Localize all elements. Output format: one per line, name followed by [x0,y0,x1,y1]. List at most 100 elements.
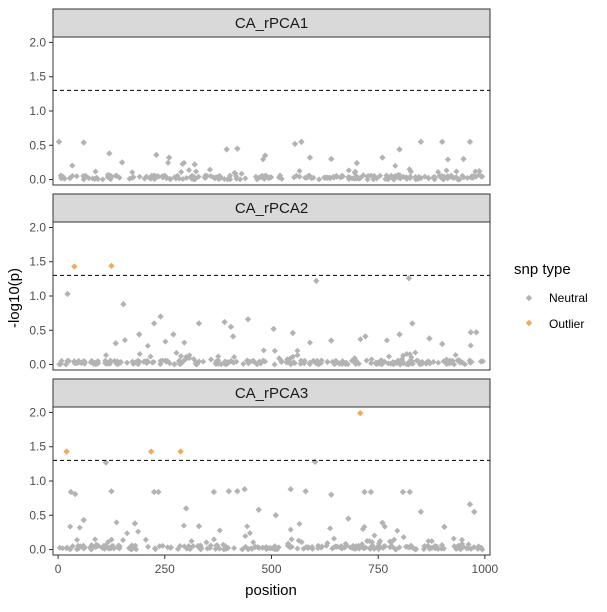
neutral-point [232,170,239,177]
neutral-point [267,545,274,552]
neutral-point [369,542,376,549]
neutral-point [302,488,309,495]
legend-key-neutral [525,294,533,302]
x-tick-label: 1000 [472,562,499,576]
neutral-point [288,536,295,543]
y-tick-label: 2.0 [29,35,46,49]
neutral-point [151,545,158,552]
y-tick-label: 1.0 [29,104,46,118]
neutral-point [113,519,120,526]
neutral-points [55,138,474,168]
plot-area [53,407,490,555]
neutral-point [453,168,460,175]
neutral-point [108,488,115,495]
neutral-point [231,353,238,360]
neutral-point [229,333,237,340]
neutral-point [59,545,66,552]
neutral-point [361,523,368,530]
neutral-point [227,323,235,331]
neutral-point [80,176,87,183]
neutral-point [351,355,358,362]
neutral-point [69,162,76,169]
neutral-point [165,154,173,161]
neutral-point [301,360,308,367]
neutral-point [211,175,218,182]
neutral-point [396,331,403,338]
neutral-point [349,175,356,182]
neutral-point [221,360,228,367]
neutral-point [296,520,303,527]
neutral-point [71,490,79,498]
neutral-point [275,544,282,551]
neutral-point [294,347,301,354]
neutral-point [75,545,82,552]
neutral-point [294,545,301,552]
neutral-point [331,544,338,551]
neutral-point [103,352,110,359]
neutral-point [131,520,139,527]
neutral-point [129,169,136,176]
neutral-point [95,360,102,367]
neutral-point [407,173,414,180]
neutral-point [224,176,231,183]
neutral-point [360,172,367,179]
neutral-point [157,361,164,368]
neutral-point [85,175,92,182]
neutral-point [305,173,312,180]
neutral-point [264,174,271,181]
neutral-point [378,361,385,368]
neutral-point [386,353,393,360]
neutral-point [471,508,478,516]
neutral-point [324,359,331,366]
neutral-point [270,325,277,333]
neutral-point [278,357,285,364]
y-tick-label: 2.0 [29,405,46,419]
neutral-point [103,358,110,365]
neutral-point [373,175,380,182]
neutral-point [477,358,484,365]
y-tick-label: 0.0 [29,358,46,372]
facet-strip-title: CA_rPCA2 [235,200,308,217]
plot-area [53,222,490,370]
neutral-point [201,174,208,181]
neutral-point [206,166,213,173]
neutral-point [170,331,177,338]
x-tick-label: 250 [155,562,175,576]
neutral-point [426,360,433,367]
neutral-point [388,539,395,546]
neutral-point [272,512,279,519]
neutral-point [345,515,352,522]
neutral-point [114,361,121,368]
neutral-point [399,488,407,496]
neutral-point [271,361,278,368]
neutral-point [80,139,87,146]
neutral-point [291,140,299,148]
neutral-point [338,543,345,550]
outlier-point [147,448,155,455]
neutral-point [443,167,450,174]
neutral-point [435,359,442,366]
neutral-point [180,522,187,529]
neutral-point [106,150,113,157]
neutral-point [438,173,445,180]
y-axis-title: -log10(p) [6,268,23,328]
neutral-point [120,301,127,308]
neutral-point [171,174,178,181]
neutral-point [428,538,435,545]
neutral-point [198,544,205,551]
neutral-point [392,546,399,553]
neutral-point [164,358,171,365]
neutral-point [362,333,369,340]
neutral-point [464,174,471,181]
neutral-point [460,543,467,550]
neutral-point [417,508,425,516]
neutral-point [452,352,459,359]
neutral-point [92,168,99,175]
neutral-point [113,172,120,179]
neutral-point [207,173,214,180]
neutral-point [80,358,87,365]
neutral-point [313,360,320,367]
neutral-point [58,357,65,364]
neutral-point [479,546,486,553]
